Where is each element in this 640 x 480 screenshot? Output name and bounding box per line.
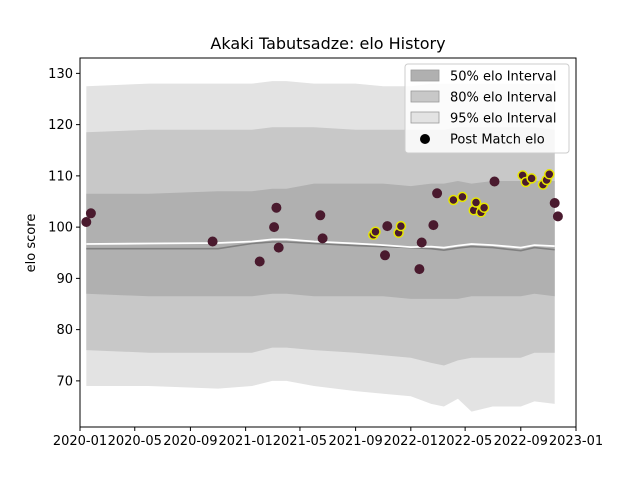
data-point [489,176,500,187]
data-point [395,220,407,232]
x-tick-label: 2020-09 [163,434,217,449]
chart-title: Akaki Tabutsadze: elo History [210,34,445,53]
data-point [448,194,459,206]
data-point [380,250,390,261]
legend: 50% elo Interval 80% elo Interval 95% elo … [404,63,570,154]
x-tick-label: 2022-05 [438,434,492,449]
legend-swatch [410,69,440,82]
data-point [414,264,425,275]
x-tick-label: 2022-01 [384,434,438,449]
legend-label: 50% elo Interval [450,70,557,85]
x-tick-label: 2021-05 [273,434,327,449]
y-axis-label: elo score [24,214,39,273]
data-point [544,169,555,180]
mean-line [86,241,555,252]
data-point [254,256,265,267]
data-point [85,208,96,219]
data-point [549,198,560,208]
y-tick-label: 100 [48,221,73,236]
data-point [470,197,482,208]
x-tick-label: 2021-01 [218,434,272,449]
y-tick-label: 80 [56,323,73,338]
y-tick-label: 130 [48,67,73,82]
legend-label: 80% elo Interval [450,91,557,106]
x-tick-label: 2020-05 [108,434,162,449]
x-tick-label: 2020-01 [53,434,107,449]
data-point [382,221,393,232]
data-point [478,202,490,213]
y-tick-label: 90 [56,272,73,287]
legend-swatch [410,90,440,103]
y-tick-label: 110 [48,169,73,184]
legend-label: 95% elo Interval [450,112,557,127]
data-point [317,233,328,244]
x-tick-label: 2021-09 [328,434,382,449]
data-point [269,222,280,233]
legend-swatch [410,111,440,124]
x-tick-label: 2022-09 [494,434,548,449]
data-point [416,237,427,248]
data-point [271,202,282,213]
data-point [457,191,468,203]
median-line [86,238,555,249]
data-point [432,188,443,199]
legend-marker [420,134,430,144]
legend-label: Post Match elo [450,133,545,148]
y-tick-label: 120 [48,118,73,133]
data-point [526,173,537,184]
legend-box [404,63,570,154]
data-point [315,210,326,221]
x-tick-label: 2023-01 [549,434,603,449]
data-point [552,211,563,222]
data-point [81,217,92,227]
data-point [207,236,218,247]
plot-frame [79,57,577,428]
axes: 2020-01 2020-05 2020-09 2021-01 2021-05 2021-… [48,57,603,449]
data-point [273,242,284,253]
y-tick-label: 70 [56,374,73,389]
data-point [370,226,381,237]
plot-content [81,81,563,412]
data-point [428,220,439,231]
plot-area [81,81,563,412]
